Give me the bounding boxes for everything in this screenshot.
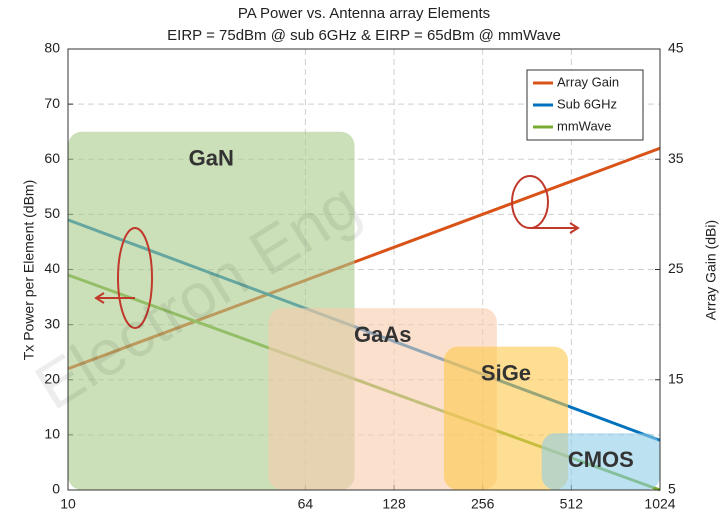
chart-title: PA Power vs. Antenna array Elements	[238, 5, 490, 22]
ellipse	[117, 227, 153, 329]
y-tick-label: 70	[44, 95, 60, 111]
chart-subtitle: EIRP = 75dBm @ sub 6GHz & EIRP = 65dBm @…	[167, 27, 561, 44]
region-label: CMOS	[568, 447, 634, 472]
region	[541, 433, 660, 490]
y2-tick-label: 45	[668, 40, 684, 56]
region	[268, 308, 497, 490]
x-tick-label: 128	[382, 496, 406, 512]
y2-tick-label: 5	[668, 481, 676, 497]
y2-tick-label: 35	[668, 150, 684, 166]
y-tick-label: 60	[44, 150, 60, 166]
legend-label: Sub 6GHz	[557, 96, 617, 111]
y2-tick-label: 25	[668, 260, 684, 276]
plot-frame	[67, 48, 661, 491]
region-label: SiGe	[481, 360, 531, 385]
legend-label: Array Gain	[557, 74, 619, 89]
x-tick-label: 256	[471, 496, 495, 512]
y-tick-label: 0	[52, 481, 60, 497]
y-tick-label: 30	[44, 315, 60, 331]
region-label: GaN	[189, 146, 234, 171]
x-tick-label: 64	[298, 496, 314, 512]
x-tick-label: 512	[560, 496, 584, 512]
x-tick-label: 1024	[644, 496, 675, 512]
x-tick-label: 10	[60, 496, 76, 512]
arrow-head	[94, 292, 105, 304]
plot-area: 10 64 128 256 512 102401020304050607080515253…	[44, 40, 683, 512]
arrow-head	[569, 222, 580, 234]
annotations	[94, 175, 580, 329]
y2-axis-label: Array Gain (dBi)	[703, 220, 719, 320]
region	[443, 346, 569, 490]
legend-label: mmWave	[557, 118, 611, 133]
y-tick-label: 10	[44, 426, 60, 442]
y-tick-label: 40	[44, 260, 60, 276]
y-axis-label: Tx Power per Element (dBm)	[21, 180, 37, 361]
y-tick-label: 20	[44, 370, 60, 386]
y-tick-label: 80	[44, 40, 60, 56]
y2-tick-label: 15	[668, 370, 684, 386]
region-label: GaAs	[354, 322, 411, 347]
y-tick-label: 50	[44, 205, 60, 221]
